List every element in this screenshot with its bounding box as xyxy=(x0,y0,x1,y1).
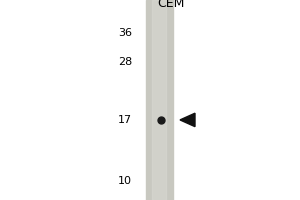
Text: 36: 36 xyxy=(118,28,132,38)
Text: CEM: CEM xyxy=(157,0,185,10)
Bar xyxy=(152,0,166,200)
Bar xyxy=(146,0,172,200)
Polygon shape xyxy=(180,113,195,127)
Text: 10: 10 xyxy=(118,176,132,186)
Text: 17: 17 xyxy=(118,115,132,125)
Text: 28: 28 xyxy=(118,57,132,67)
